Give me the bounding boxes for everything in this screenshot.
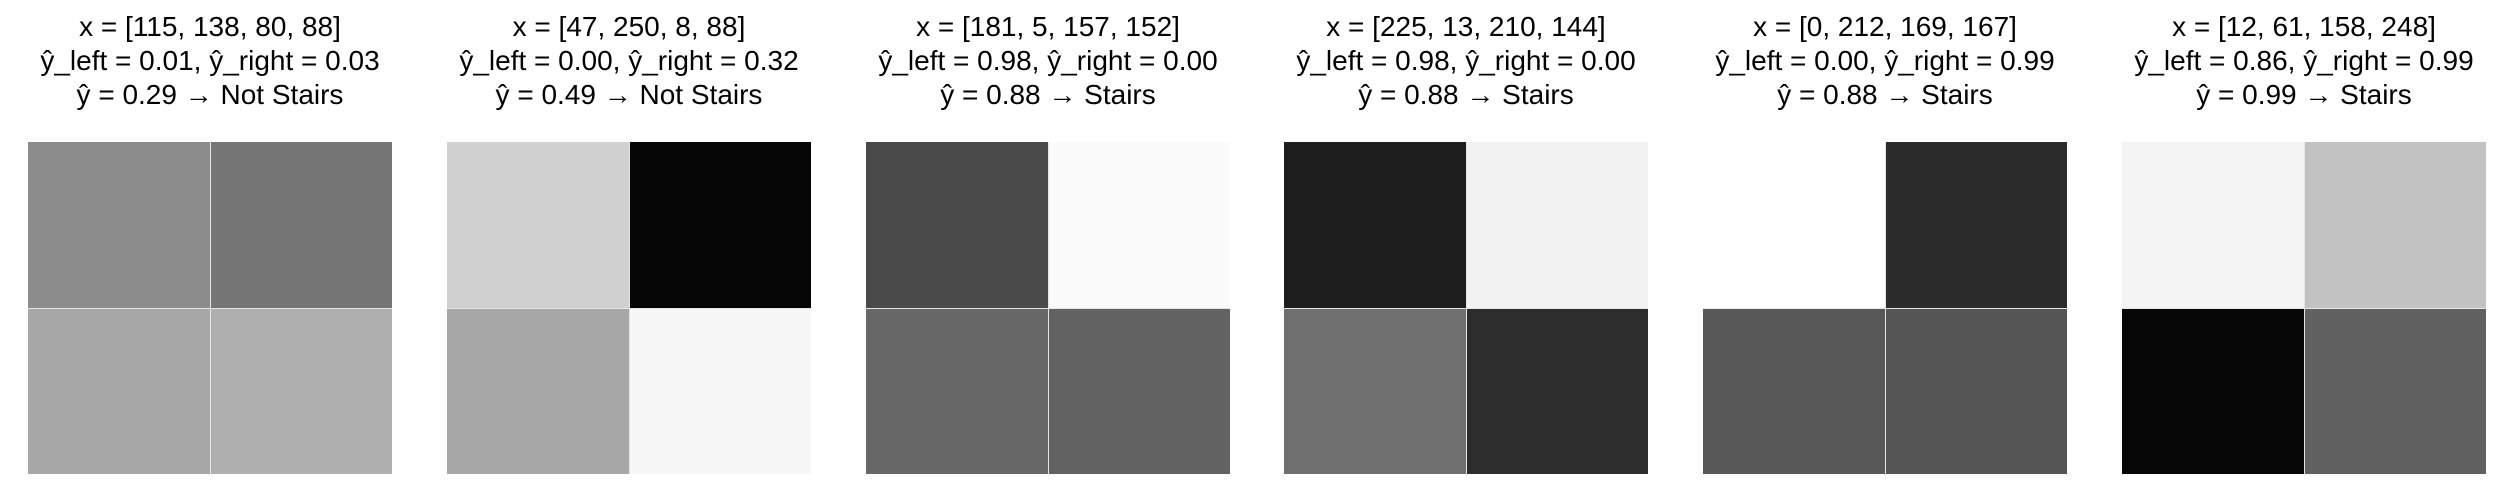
panel-caption: x = [115, 138, 80, 88] ŷ_left = 0.01, ŷ_… [8, 10, 412, 112]
pixel-grid [1284, 142, 1648, 474]
panel-caption: x = [181, 5, 157, 152] ŷ_left = 0.98, ŷ_… [846, 10, 1250, 112]
example-panel-6: x = [12, 61, 158, 248] ŷ_left = 0.86, ŷ_… [2122, 0, 2486, 500]
pixel-bottom-left [447, 308, 629, 474]
panel-caption: x = [12, 61, 158, 248] ŷ_left = 0.86, ŷ_… [2102, 10, 2500, 112]
panel-caption: x = [0, 212, 169, 167] ŷ_left = 0.00, ŷ_… [1683, 10, 2087, 112]
prediction-label: ŷ = 0.88 → Stairs [1358, 79, 1574, 110]
input-vector-label: x = [12, 61, 158, 248] [2172, 11, 2436, 42]
pixel-top-right [210, 142, 392, 308]
example-panel-1: x = [115, 138, 80, 88] ŷ_left = 0.01, ŷ_… [28, 0, 392, 500]
pixel-bottom-right [210, 308, 392, 474]
pixel-grid [447, 142, 811, 474]
input-vector-label: x = [181, 5, 157, 152] [916, 11, 1180, 42]
input-vector-label: x = [0, 212, 169, 167] [1753, 11, 2017, 42]
sub-predictions-label: ŷ_left = 0.98, ŷ_right = 0.00 [1296, 45, 1636, 76]
pixel-top-left [1284, 142, 1466, 308]
pixel-bottom-right [629, 308, 811, 474]
pixel-top-right [1048, 142, 1230, 308]
pixel-bottom-left [1703, 308, 1885, 474]
pixel-top-left [866, 142, 1048, 308]
example-panel-4: x = [225, 13, 210, 144] ŷ_left = 0.98, ŷ… [1284, 0, 1648, 500]
panel-caption: x = [47, 250, 8, 88] ŷ_left = 0.00, ŷ_ri… [427, 10, 831, 112]
prediction-label: ŷ = 0.88 → Stairs [940, 79, 1156, 110]
pixel-bottom-right [1466, 308, 1648, 474]
pixel-grid [2122, 142, 2486, 474]
input-vector-label: x = [115, 138, 80, 88] [79, 11, 341, 42]
input-vector-label: x = [225, 13, 210, 144] [1326, 11, 1606, 42]
example-panel-2: x = [47, 250, 8, 88] ŷ_left = 0.00, ŷ_ri… [447, 0, 811, 500]
sub-predictions-label: ŷ_left = 0.00, ŷ_right = 0.99 [1715, 45, 2055, 76]
sub-predictions-label: ŷ_left = 0.01, ŷ_right = 0.03 [40, 45, 380, 76]
sub-predictions-label: ŷ_left = 0.00, ŷ_right = 0.32 [459, 45, 799, 76]
pixel-grid [28, 142, 392, 474]
pixel-top-left [28, 142, 210, 308]
sub-predictions-label: ŷ_left = 0.98, ŷ_right = 0.00 [878, 45, 1218, 76]
panel-caption: x = [225, 13, 210, 144] ŷ_left = 0.98, ŷ… [1264, 10, 1668, 112]
prediction-label: ŷ = 0.88 → Stairs [1777, 79, 1993, 110]
example-panel-5: x = [0, 212, 169, 167] ŷ_left = 0.00, ŷ_… [1703, 0, 2067, 500]
pixel-bottom-right [1885, 308, 2067, 474]
pixel-grid [1703, 142, 2067, 474]
pixel-bottom-left [28, 308, 210, 474]
prediction-label: ŷ = 0.99 → Stairs [2196, 79, 2412, 110]
sub-predictions-label: ŷ_left = 0.86, ŷ_right = 0.99 [2134, 45, 2474, 76]
pixel-top-right [1885, 142, 2067, 308]
pixel-top-right [629, 142, 811, 308]
pixel-top-right [2304, 142, 2486, 308]
pixel-top-right [1466, 142, 1648, 308]
pixel-top-left [2122, 142, 2304, 308]
pixel-bottom-left [866, 308, 1048, 474]
pixel-top-left [1703, 142, 1885, 308]
example-panel-3: x = [181, 5, 157, 152] ŷ_left = 0.98, ŷ_… [866, 0, 1230, 500]
pixel-bottom-right [2304, 308, 2486, 474]
pixel-bottom-right [1048, 308, 1230, 474]
input-vector-label: x = [47, 250, 8, 88] [512, 11, 746, 42]
pixel-bottom-left [2122, 308, 2304, 474]
prediction-label: ŷ = 0.29 → Not Stairs [76, 79, 344, 110]
pixel-bottom-left [1284, 308, 1466, 474]
pixel-top-left [447, 142, 629, 308]
pixel-grid [866, 142, 1230, 474]
prediction-label: ŷ = 0.49 → Not Stairs [495, 79, 763, 110]
